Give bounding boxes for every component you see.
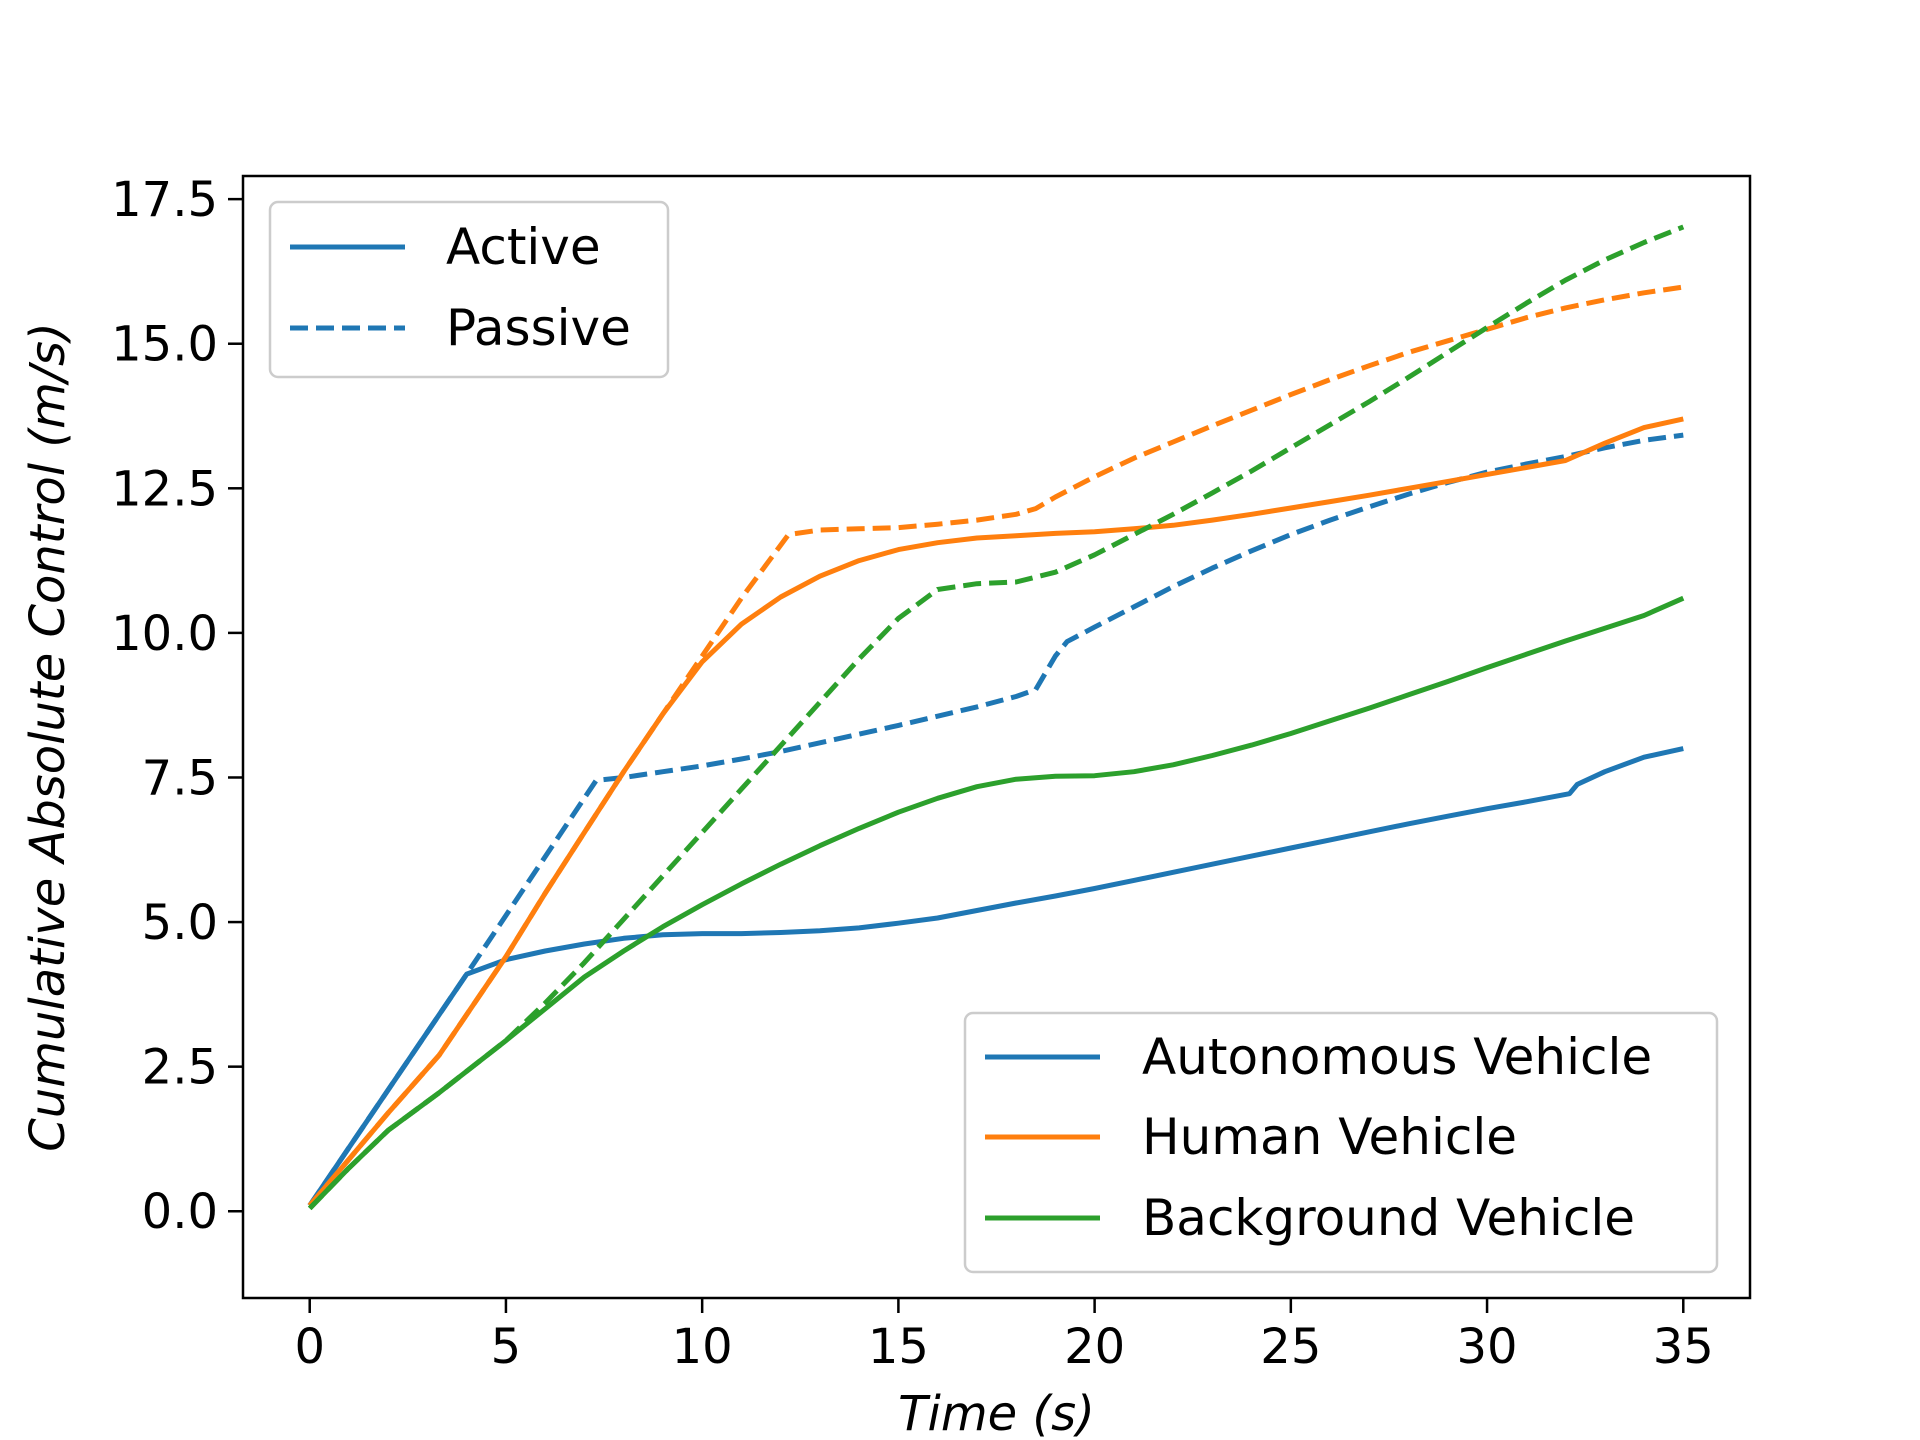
series-line-3 <box>307 284 1684 1208</box>
y-tick-label: 15.0 <box>111 317 218 373</box>
x-tick-label: 0 <box>294 1319 325 1375</box>
legend-label: Autonomous Vehicle <box>1142 1028 1652 1086</box>
x-tick-label: 25 <box>1260 1319 1321 1375</box>
plot-frame <box>241 174 1752 1300</box>
y-axis-label: Cumulative Absolute Control (m/s) <box>20 322 76 1151</box>
legend-label: Active <box>446 218 601 276</box>
y-tick-label: 12.5 <box>111 461 218 517</box>
legend-label: Background Vehicle <box>1142 1189 1635 1247</box>
y-tick-label: 2.5 <box>142 1040 218 1096</box>
x-axis-label: Time (s) <box>898 1386 1095 1440</box>
y-axis: 0.0 2.5 5.0 7.5 10.0 12.5 15.0 17.5 <box>111 172 243 1240</box>
series-layer <box>307 224 1685 1211</box>
x-tick-label: 5 <box>491 1319 522 1375</box>
legend-line-style: Active Passive <box>268 200 670 379</box>
y-tick-label: 5.0 <box>142 895 218 951</box>
y-tick-label: 7.5 <box>142 750 218 806</box>
x-tick-label: 30 <box>1457 1319 1518 1375</box>
x-tick-label: 20 <box>1064 1319 1125 1375</box>
x-tick-label: 10 <box>672 1319 733 1375</box>
series-line-5 <box>307 224 1685 1211</box>
legend-label: Passive <box>446 299 631 357</box>
y-tick-label: 10.0 <box>111 606 218 662</box>
legend-box <box>963 1011 1719 1274</box>
x-tick-label: 35 <box>1653 1319 1714 1375</box>
series-line-4 <box>307 595 1685 1211</box>
legend-vehicle: Autonomous Vehicle Human Vehicle Backgroun… <box>963 1011 1719 1274</box>
legend-label: Human Vehicle <box>1142 1108 1517 1166</box>
y-tick-label: 0.0 <box>142 1184 218 1240</box>
x-axis: 0 5 10 15 20 25 30 35 <box>294 1298 1714 1375</box>
y-tick-label: 17.5 <box>111 172 218 228</box>
x-tick-label: 15 <box>868 1319 929 1375</box>
series-line-2 <box>307 416 1684 1208</box>
